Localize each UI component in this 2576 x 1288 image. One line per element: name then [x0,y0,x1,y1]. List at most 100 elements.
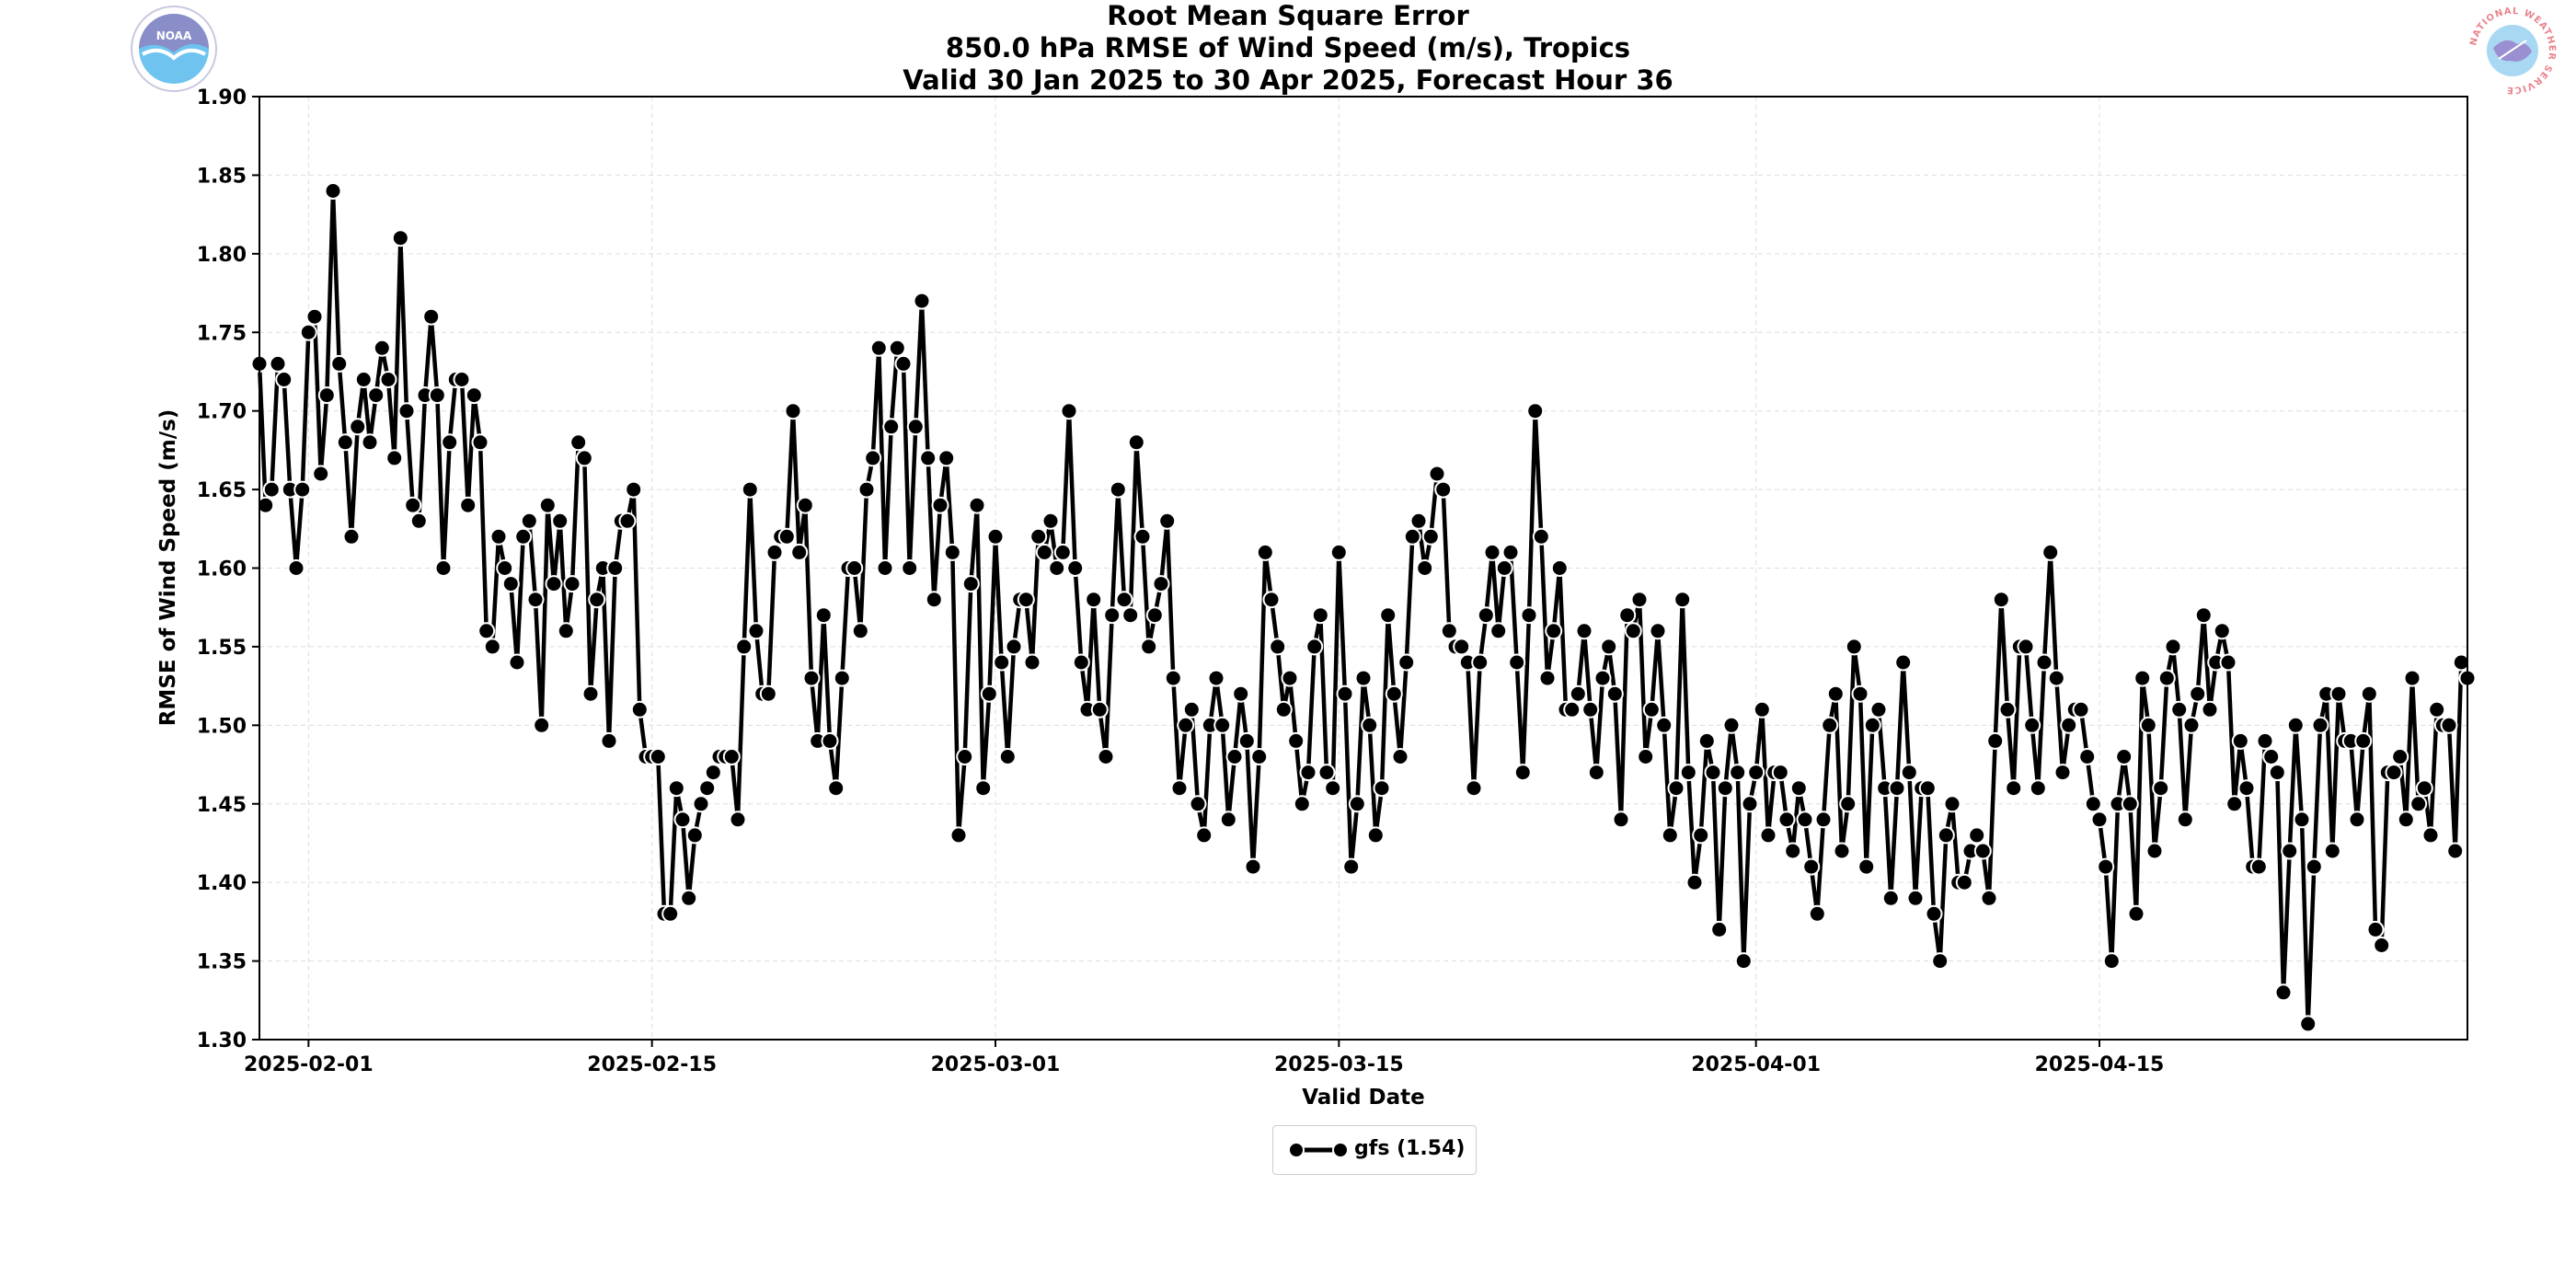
data-point [919,449,937,467]
data-point [1612,811,1630,829]
data-point [869,339,888,357]
data-point [262,480,281,499]
data-point [1287,731,1305,750]
data-point [704,764,722,782]
data-point [649,748,667,765]
data-point [1943,795,1961,813]
data-point [354,371,373,388]
data-point [1881,889,1900,907]
data-point [1710,920,1729,938]
data-point [349,418,367,436]
data-point [1385,684,1403,703]
data-point [1501,543,1520,561]
data-point [2194,606,2213,625]
data-point [2403,669,2421,687]
data-point [2152,779,2170,798]
series-gfs [250,182,2477,1033]
data-point [1802,857,1821,876]
y-tick-label: 1.50 [197,715,247,738]
data-point [477,622,496,640]
data-point [2121,795,2139,813]
data-point [698,779,717,798]
data-point [606,559,625,577]
data-point [557,622,575,640]
chart-title-block: Root Mean Square Error 850.0 hPa RMSE of… [0,0,2576,97]
data-point [1857,857,1876,876]
data-point [1207,669,1225,687]
data-point [545,575,563,593]
data-point [1753,700,1771,719]
data-point [2329,684,2348,703]
data-point [1998,700,2017,719]
data-point [1127,433,1145,452]
data-point [796,496,814,514]
data-point [533,716,551,734]
noaa-logo-text: NOAA [156,29,192,42]
data-point [1833,842,1851,860]
data-point [1655,716,1673,734]
data-point [1029,527,1048,546]
data-point [1250,748,1269,765]
data-point [2182,716,2201,734]
x-tick-label: 2025-04-01 [1691,1053,1821,1076]
chart-subtitle: 850.0 hPa RMSE of Wind Speed (m/s), Trop… [945,32,1631,63]
data-point [625,480,643,499]
data-point [618,512,637,530]
data-point [2354,731,2373,750]
data-point [1796,811,1814,829]
data-point [385,449,404,467]
y-tick-label: 1.30 [197,1029,247,1052]
data-point [1685,873,1704,891]
data-point [526,591,545,609]
data-point [2293,811,2311,829]
data-point [913,292,931,310]
data-point [465,386,483,405]
data-point [680,889,698,907]
data-point [2409,795,2428,813]
data-point [1453,638,1471,656]
data-point [1072,653,1090,672]
data-point [1262,591,1281,609]
data-point [1973,842,1992,860]
data-point [1164,669,1182,687]
data-point [514,527,533,546]
data-point [2366,920,2385,938]
data-point [759,684,777,703]
data-point [1237,731,1256,750]
data-point [802,669,821,687]
data-point [1937,826,1955,845]
y-tick-label: 1.45 [197,794,247,817]
data-point [661,904,680,923]
data-point [2348,811,2366,829]
data-point [2102,952,2121,971]
data-point [2084,795,2102,813]
data-point [2127,904,2145,923]
data-point [1416,559,1434,577]
data-point [2115,748,2133,765]
data-point [1041,512,1060,530]
data-point [600,731,618,750]
data-point [784,402,802,420]
data-point [974,779,993,798]
y-tick-label: 1.80 [197,244,247,267]
data-point [409,512,428,530]
data-point [1281,669,1299,687]
data-point [1048,559,1066,577]
data-point [1931,952,1949,971]
data-point [692,795,710,813]
data-point [1311,606,1329,625]
data-point [1305,638,1324,656]
data-point [538,496,557,514]
data-point [471,433,489,452]
data-point [496,559,514,577]
data-point [901,559,919,577]
x-axis: 2025-02-01 2025-02-15 2025-03-01 2025-03-15… [244,1040,2164,1076]
y-tick-label: 1.40 [197,872,247,895]
data-point [993,653,1011,672]
data-point [379,371,397,388]
data-point [1177,716,1195,734]
data-point [1274,700,1293,719]
data-point [2225,795,2244,813]
data-point [287,559,305,577]
data-point [1661,826,1679,845]
